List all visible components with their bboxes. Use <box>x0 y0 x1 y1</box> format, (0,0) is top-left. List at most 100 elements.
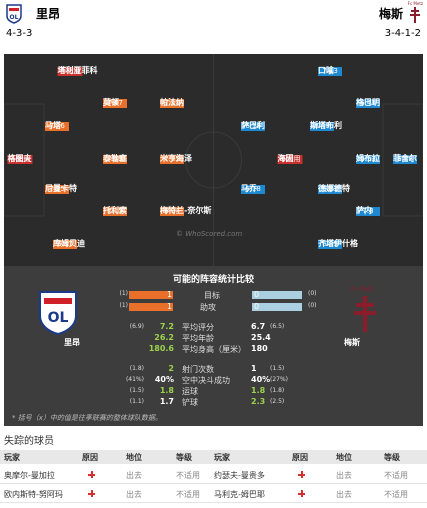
level: 不适用 <box>176 490 200 499</box>
home-value: 1.7 <box>159 397 174 406</box>
column-header: 等级 <box>384 453 400 462</box>
player-name: 口喻 <box>318 66 334 75</box>
player-name: 萨内 <box>356 206 372 215</box>
away-value: 25.4 <box>251 333 271 342</box>
home-name: 里昂 <box>36 7 61 21</box>
player: 海因 不适用 <box>277 154 303 164</box>
injury-icon <box>298 490 305 497</box>
player: 尼曼卡特 7.25 <box>45 184 77 194</box>
player: 马乔 6.18 <box>241 184 265 194</box>
player: 帕法纳 7.11 <box>160 98 184 108</box>
player-name: 塔利亚菲科 <box>57 66 98 75</box>
status: 出去 <box>336 490 352 499</box>
player: 菲舍尔 6.28 <box>393 154 417 164</box>
player-rating: 不适用 <box>277 155 303 164</box>
match-header: OL 里昂 4-3-3 梅斯 3-4-1-2 Fc Metz <box>0 0 427 52</box>
player: 托利索 7.15 <box>103 206 127 216</box>
home-value: 7.2 <box>159 322 174 331</box>
season-value: (41%) <box>125 376 144 383</box>
player: 口喻 7.13 <box>318 66 342 76</box>
bar-home <box>129 303 173 311</box>
injury-icon <box>88 471 95 478</box>
season-value: (1.8) <box>270 387 285 394</box>
watermark: © WhoScored.com <box>176 230 243 238</box>
status: 出去 <box>126 471 142 480</box>
player-name: 格图夫 <box>7 154 32 163</box>
away-value: 1.8 <box>251 386 266 395</box>
player-rating: 6.41 <box>356 99 380 108</box>
bar-value: 1 <box>167 290 173 299</box>
home-value: 1.8 <box>159 386 174 395</box>
season-value: (1.5) <box>129 387 144 394</box>
svg-text:OL: OL <box>10 14 19 21</box>
injury-icon <box>88 490 95 497</box>
season-value: (1.8) <box>129 365 144 372</box>
stat-label: 运球 <box>182 387 198 396</box>
away-value: 40% <box>251 375 271 384</box>
level: 不适用 <box>384 490 408 499</box>
row-line <box>0 483 427 484</box>
column-header: 地位 <box>126 453 142 462</box>
player-rating: 7.8 <box>356 207 380 216</box>
player-rating: 6.53 <box>356 155 380 164</box>
table-header-bg <box>0 450 427 464</box>
player-rating: 6.18 <box>241 185 265 194</box>
season-value: (0) <box>308 290 317 297</box>
player: 泰勒塞 7.45 <box>103 154 127 164</box>
bar-value: 0 <box>254 302 260 311</box>
season-value: (1.5) <box>270 365 285 372</box>
player-rating: 7.11 <box>160 99 184 108</box>
player-name: 米亨海泽 <box>160 154 192 163</box>
season-value: (6.5) <box>270 323 285 330</box>
away-badge-text: Fc Metz <box>351 286 375 293</box>
stat-label: 铲球 <box>182 398 198 407</box>
player: 莫顿 7.47 <box>103 98 127 108</box>
player-name: 马利克-姆巴耶 <box>214 490 265 499</box>
row-line <box>0 502 427 503</box>
column-header: 等级 <box>176 453 192 462</box>
home-value: 2 <box>168 364 174 373</box>
away-formation: 3-4-1-2 <box>384 28 421 39</box>
column-header: 原因 <box>292 453 308 462</box>
player-rating: 7.13 <box>318 67 342 76</box>
player-name: 德娜德特 <box>318 184 350 193</box>
player-name: 库姆贝迪 <box>53 239 85 248</box>
player: 萨巴利 6.18 <box>241 121 265 131</box>
home-formation: 4-3-3 <box>6 28 33 39</box>
player-rating: 不适用 <box>7 155 33 164</box>
home-value: 40% <box>154 375 174 384</box>
comparison-panel: 可能的阵容统计比较 OL 里昂 Fc Metz 梅斯 (1) 1 目标 0 (0) (1)… <box>4 266 423 426</box>
player-name: 海因 <box>277 154 294 163</box>
player-name: 萨巴利 <box>241 121 265 130</box>
level: 不适用 <box>176 471 200 480</box>
player-name: 泰勒塞 <box>103 154 127 163</box>
player: 齐塔伊什格 6.89 <box>318 239 358 249</box>
home-logo-large: OL <box>39 291 77 336</box>
home-value: 26.2 <box>154 333 174 342</box>
away-value: 6.7 <box>251 322 266 331</box>
player-rating: 7.25 <box>45 185 69 194</box>
player-rating: 7.25 <box>160 155 184 164</box>
stat-label: 平均评分 <box>182 323 214 332</box>
player-name: 帕法纳 <box>160 98 184 107</box>
away-name: 梅斯 <box>378 7 403 21</box>
bar-away <box>252 291 302 299</box>
player: 塔利亚菲科 不适用 <box>57 66 98 76</box>
bar-label: 目标 <box>204 291 220 300</box>
player: 萨内 7.8 <box>356 206 380 216</box>
status: 出去 <box>336 471 352 480</box>
missing-title: 失踪的球员 <box>4 436 54 447</box>
player-rating: 6.87 <box>53 240 77 249</box>
player-name: 格巴明 <box>356 98 380 107</box>
status: 出去 <box>126 490 142 499</box>
pitch: © WhoScored.com 塔利亚菲科 不适用 马塔 7.76 莫顿 7.47 帕法纳 7… <box>4 54 423 266</box>
player-rating: 6.94 <box>160 207 184 216</box>
player-name: 菲舍尔 <box>393 154 417 163</box>
player: 格巴明 6.41 <box>356 98 380 108</box>
player-name: 托利索 <box>103 206 127 215</box>
player-name: 奥摩尔-曼加拉 <box>4 471 55 480</box>
season-value: (0) <box>308 302 317 309</box>
player: 斯塔布利 6.49 <box>310 121 342 131</box>
player: 格图夫 不适用 <box>7 154 33 164</box>
